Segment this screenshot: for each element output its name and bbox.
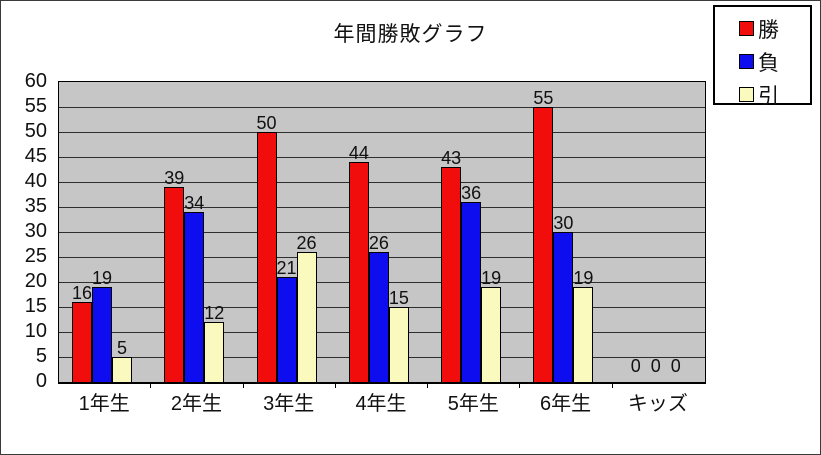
bar-勝-4年生 — [348, 162, 369, 382]
value-label: 30 — [553, 213, 574, 233]
y-axis: 0 5 10 15 20 25 30 35 40 45 50 55 60 — [1, 70, 49, 392]
legend-row: 引 — [715, 78, 810, 111]
y-tick-label: 20 — [24, 270, 47, 292]
bar-負-6年生 — [553, 232, 574, 382]
bar-引-3年生 — [296, 252, 317, 382]
gridline — [59, 182, 705, 183]
value-label: 21 — [276, 258, 297, 278]
value-label: 19 — [573, 268, 594, 288]
value-label: 0 — [630, 356, 641, 376]
value-label: 12 — [204, 303, 225, 323]
gridline — [59, 107, 705, 108]
value-label: 16 — [71, 283, 93, 303]
gridline — [59, 207, 705, 208]
value-label: 19 — [481, 268, 502, 288]
x-category-label: 1年生 — [78, 393, 130, 415]
legend-row: 負 — [715, 45, 810, 78]
value-label: 36 — [461, 183, 482, 203]
value-label: 44 — [348, 143, 369, 163]
gridline — [59, 157, 705, 158]
y-tick-label: 45 — [24, 145, 47, 167]
value-label: 19 — [91, 268, 113, 288]
axis-tick — [519, 383, 521, 388]
value-label: 43 — [441, 148, 462, 168]
bar-負-3年生 — [276, 277, 297, 382]
legend-label: 引 — [758, 84, 779, 108]
bar-勝-2年生 — [164, 187, 185, 382]
bar-負-4年生 — [368, 252, 389, 382]
y-tick-label: 25 — [24, 245, 47, 267]
y-tick-label: 15 — [24, 295, 47, 317]
value-label: 5 — [116, 338, 128, 358]
value-label: 39 — [164, 168, 185, 188]
bar-負-5年生 — [461, 202, 482, 382]
axis-tick — [611, 383, 613, 388]
legend-swatch-icon — [739, 21, 754, 36]
legend-swatch-icon — [739, 54, 754, 69]
y-tick-label: 10 — [24, 320, 47, 342]
legend-swatch-icon — [739, 87, 754, 102]
chart-title: 年間勝敗グラフ — [333, 23, 488, 46]
value-label: 34 — [184, 193, 205, 213]
value-label: 0 — [650, 356, 661, 376]
x-category-label: 6年生 — [540, 393, 592, 415]
x-category-label: 5年生 — [447, 393, 499, 415]
plot-area: 16 19 5 39 34 12 50 21 26 44 26 15 43 36 19 55 30 19 0 0 0 — [58, 81, 706, 384]
x-category-label: キッズ — [627, 393, 688, 415]
axis-tick — [150, 383, 152, 388]
legend-row: 勝 — [715, 12, 810, 45]
x-category-label: 2年生 — [170, 393, 222, 415]
gridline — [59, 232, 705, 233]
axis-tick — [242, 383, 244, 388]
value-label: 0 — [670, 356, 681, 376]
legend-label: 負 — [758, 51, 779, 75]
y-tick-label: 35 — [24, 195, 47, 217]
x-axis: 1年生 2年生 3年生 4年生 5年生 6年生 キッズ — [58, 392, 704, 420]
y-tick-label: 55 — [24, 95, 47, 117]
y-tick-label: 5 — [35, 345, 47, 367]
axis-tick — [427, 383, 429, 388]
value-label: 15 — [388, 288, 409, 308]
y-tick-label: 40 — [24, 170, 47, 192]
y-tick-label: 30 — [24, 220, 47, 242]
bar-勝-6年生 — [533, 107, 554, 382]
y-tick-label: 50 — [24, 120, 47, 142]
gridline — [59, 132, 705, 133]
bar-引-5年生 — [481, 287, 502, 382]
bar-引-1年生 — [112, 357, 132, 382]
bar-引-6年生 — [573, 287, 594, 382]
bar-負-1年生 — [92, 287, 112, 382]
bar-引-2年生 — [204, 322, 225, 382]
x-category-label: 3年生 — [263, 393, 315, 415]
legend: 勝負引 — [713, 5, 812, 108]
value-label: 55 — [533, 88, 554, 108]
x-category-label: 4年生 — [355, 393, 407, 415]
bar-負-2年生 — [184, 212, 205, 382]
value-label: 26 — [368, 233, 389, 253]
y-tick-label: 0 — [35, 370, 47, 392]
legend-label: 勝 — [758, 18, 779, 42]
axis-tick — [334, 383, 336, 388]
bar-勝-1年生 — [72, 302, 92, 382]
bar-勝-3年生 — [256, 132, 277, 382]
value-label: 26 — [296, 233, 317, 253]
y-tick-label: 60 — [24, 70, 47, 92]
bar-勝-5年生 — [441, 167, 462, 382]
value-label: 50 — [256, 113, 277, 133]
bar-引-4年生 — [388, 307, 409, 382]
